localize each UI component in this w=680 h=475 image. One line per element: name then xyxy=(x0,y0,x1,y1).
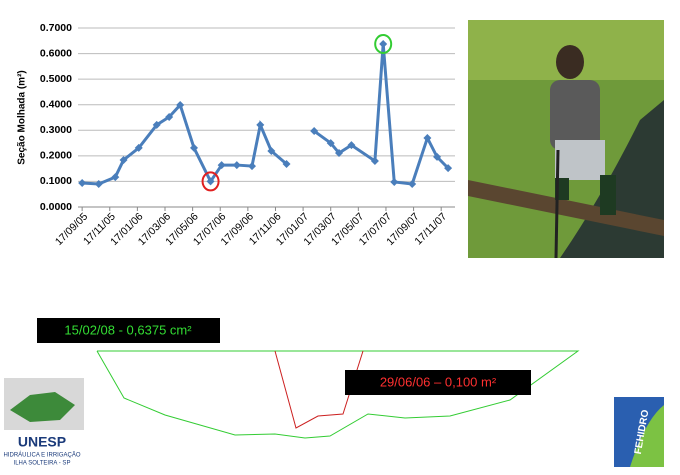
logo-text: UNESP xyxy=(18,434,66,450)
data-point xyxy=(379,39,388,48)
data-point xyxy=(190,143,198,152)
logo-text: HIDRÁULICA E IRRIGAÇÃO xyxy=(3,452,80,459)
line-chart: 0.0000 0.1000 0.2000 0.3000 0.4000 0.5000 0.60… xyxy=(17,22,455,248)
y-tick-label: 0.3000 xyxy=(40,124,72,136)
data-line xyxy=(82,102,288,186)
data-point xyxy=(134,143,143,152)
data-point xyxy=(408,179,417,188)
y-tick-label: 0.2000 xyxy=(40,150,72,162)
data-point xyxy=(423,133,432,142)
data-point xyxy=(217,161,226,170)
data-point xyxy=(119,155,128,164)
data-point xyxy=(444,164,453,173)
y-tick-label: 0.1000 xyxy=(40,175,72,187)
data-point xyxy=(335,149,343,158)
highlight-circle xyxy=(374,33,393,54)
y-tick-label: 0.4000 xyxy=(40,98,72,110)
y-tick-label: 0.0000 xyxy=(40,201,72,213)
data-point xyxy=(111,173,120,182)
label-box xyxy=(345,370,531,395)
data-point xyxy=(310,127,319,136)
label-box xyxy=(37,318,220,343)
data-point xyxy=(176,100,185,109)
photo xyxy=(468,20,664,259)
data-point xyxy=(232,161,241,170)
logo-text: ILHA SOLTEIRA - SP xyxy=(14,461,71,467)
data-point xyxy=(390,177,399,186)
data-point xyxy=(370,156,379,165)
highlight-circle xyxy=(201,171,220,192)
y-tick-label: 0.5000 xyxy=(40,73,72,85)
data-point xyxy=(256,120,265,129)
data-point xyxy=(267,146,276,155)
section-label: 15/02/08 - 0,6375 cm² xyxy=(64,322,192,337)
data-point xyxy=(282,160,291,169)
data-line xyxy=(313,43,450,186)
data-point xyxy=(94,179,103,188)
y-axis-title: Seção Molhada (m²) xyxy=(17,70,28,164)
y-tick-label: 0.6000 xyxy=(40,47,72,59)
data-point xyxy=(165,112,174,121)
data-point xyxy=(206,177,215,186)
fehidro-logo: FEHIDRO xyxy=(614,397,664,467)
data-point xyxy=(347,141,356,150)
data-point xyxy=(152,120,161,129)
data-point xyxy=(248,162,256,171)
data-point xyxy=(78,178,87,187)
section-label: 29/06/06 – 0,100 m² xyxy=(380,374,497,389)
y-tick-label: 0.7000 xyxy=(40,22,72,34)
unesp-logo: UNESP HIDRÁULICA E IRRIGAÇÃO ILHA SOLTEI… xyxy=(3,378,84,467)
data-point xyxy=(326,139,335,148)
data-point xyxy=(433,152,442,161)
